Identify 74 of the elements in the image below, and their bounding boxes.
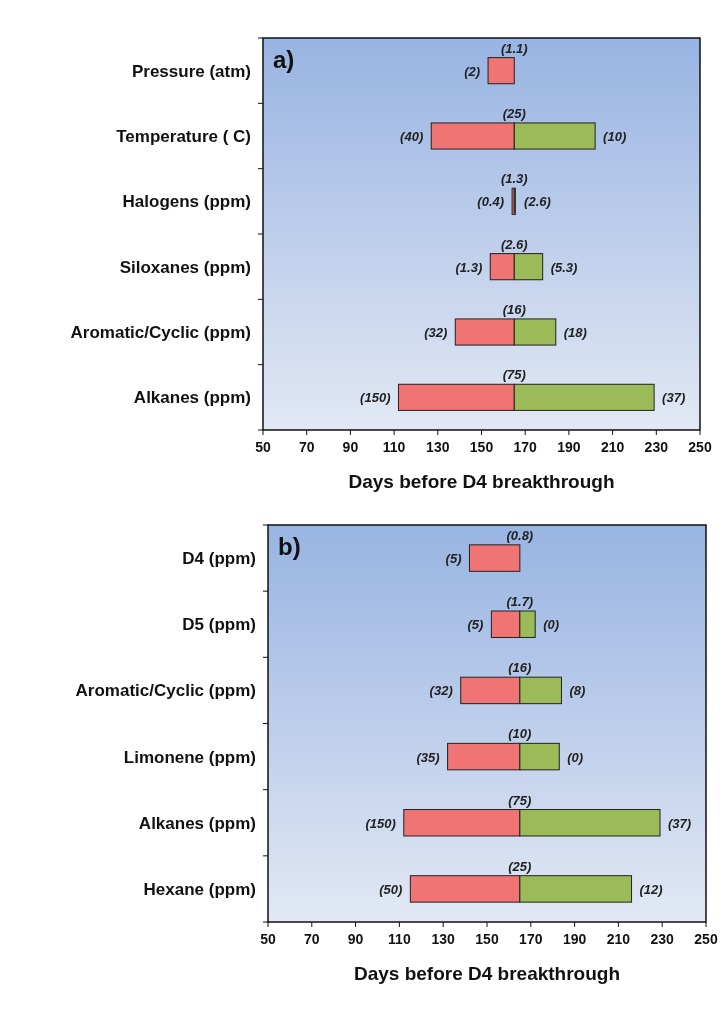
annotation: (1.1) bbox=[500, 40, 528, 56]
annotation: (1.3) bbox=[455, 259, 483, 275]
annotation: (25) bbox=[508, 858, 532, 874]
x-tick-label: 190 bbox=[562, 931, 587, 947]
y-tick-label: Alkanes (ppm) bbox=[133, 388, 251, 408]
x-tick-label: 190 bbox=[557, 439, 581, 455]
annotation: (2) bbox=[464, 63, 481, 79]
x-tick-label: 210 bbox=[606, 931, 631, 947]
annotation: (40) bbox=[400, 129, 424, 144]
x-tick-label: 110 bbox=[382, 439, 406, 455]
annotation: (37) bbox=[668, 815, 692, 831]
annotation: (5) bbox=[445, 551, 462, 567]
y-tick-label: D5 (ppm) bbox=[182, 615, 256, 635]
annotation: (32) bbox=[424, 325, 448, 340]
annotation: (75) bbox=[508, 792, 532, 808]
y-tick-label: Aromatic/Cyclic (ppm) bbox=[75, 681, 256, 701]
annotation: (150) bbox=[360, 390, 391, 406]
x-tick-label: 130 bbox=[426, 439, 450, 455]
y-tick-label: D4 (ppm) bbox=[182, 549, 256, 569]
annotation: (2.6) bbox=[500, 236, 528, 252]
x-tick-label: 230 bbox=[650, 931, 675, 947]
x-tick-label: 50 bbox=[260, 931, 276, 947]
y-tick-label: Aromatic/Cyclic (ppm) bbox=[70, 323, 251, 342]
y-tick-label: Temperature ( C) bbox=[116, 127, 251, 146]
annotation: (10) bbox=[508, 726, 532, 742]
x-tick-label: 50 bbox=[255, 439, 271, 455]
y-tick-label: Halogens (ppm) bbox=[122, 192, 251, 212]
x-tick-label: 110 bbox=[388, 931, 411, 947]
annotation: b) bbox=[278, 533, 301, 560]
annotation: (32) bbox=[429, 683, 453, 699]
x-tick-label: 70 bbox=[304, 931, 320, 947]
annotation: (1.3) bbox=[500, 171, 528, 187]
y-tick-label: Hexane (ppm) bbox=[143, 879, 256, 899]
x-tick-label: 170 bbox=[519, 931, 543, 947]
annotation: a) bbox=[273, 46, 295, 73]
x-tick-label: 130 bbox=[431, 931, 456, 947]
x-tick-label: 250 bbox=[694, 931, 718, 947]
x-tick-label: 250 bbox=[688, 439, 712, 455]
x-tick-label: 230 bbox=[644, 439, 669, 455]
annotation: (16) bbox=[508, 660, 532, 676]
x-tick-label: 170 bbox=[513, 439, 538, 455]
annotation: (0) bbox=[543, 617, 560, 633]
annotation: (10) bbox=[603, 129, 627, 144]
annotation: (12) bbox=[639, 881, 663, 897]
annotation: (0.4) bbox=[477, 194, 505, 210]
annotation: (16) bbox=[502, 301, 526, 317]
bar bbox=[487, 57, 515, 85]
annotation: (0.8) bbox=[506, 527, 534, 543]
x-tick-label: 90 bbox=[347, 931, 364, 947]
x-axis-title: Days before D4 breakthrough bbox=[353, 963, 621, 984]
annotation: (18) bbox=[563, 325, 587, 340]
bar bbox=[468, 544, 521, 572]
x-tick-label: 210 bbox=[600, 439, 625, 455]
y-tick-label: Siloxanes (ppm) bbox=[119, 257, 251, 277]
y-tick-label: Alkanes (ppm) bbox=[138, 813, 256, 833]
annotation: (50) bbox=[379, 881, 403, 897]
y-tick-label: Limonene (ppm) bbox=[123, 747, 256, 767]
annotation: (37) bbox=[662, 390, 686, 406]
annotation: (1.7) bbox=[506, 594, 534, 610]
annotation: (35) bbox=[416, 749, 440, 765]
annotation: (0) bbox=[567, 749, 584, 765]
x-tick-label: 90 bbox=[342, 439, 359, 455]
annotation: (2.6) bbox=[524, 194, 551, 210]
annotation: (150) bbox=[365, 815, 396, 831]
y-tick-label: Pressure (atm) bbox=[131, 61, 251, 81]
x-tick-label: 150 bbox=[475, 931, 499, 947]
annotation: (8) bbox=[569, 683, 586, 699]
x-tick-label: 70 bbox=[298, 439, 315, 455]
x-axis-title: Days before D4 breakthrough bbox=[348, 471, 615, 492]
annotation: (75) bbox=[502, 367, 526, 383]
annotation: (25) bbox=[502, 105, 526, 121]
annotation: (5) bbox=[467, 617, 484, 633]
x-tick-label: 150 bbox=[469, 439, 494, 455]
annotation: (5.3) bbox=[550, 259, 578, 275]
